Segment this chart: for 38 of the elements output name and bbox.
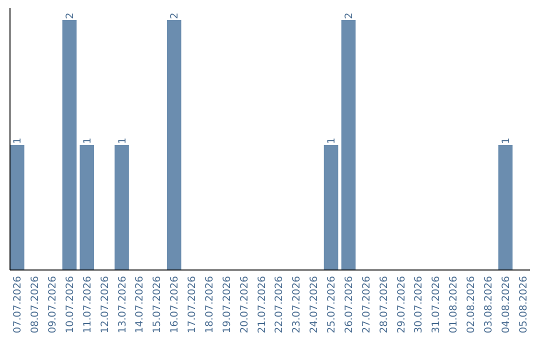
data-label: 1 bbox=[326, 138, 338, 144]
x-tick-label: 03.08.2026 bbox=[483, 276, 494, 334]
x-tick-label: 07.07.2026 bbox=[12, 276, 24, 334]
x-tick-label: 12.07.2026 bbox=[100, 276, 111, 334]
x-tick-label: 19.07.2026 bbox=[222, 276, 233, 334]
x-tick-label: 23.07.2026 bbox=[292, 276, 303, 334]
x-tick-label: 13.07.2026 bbox=[117, 276, 128, 334]
x-tick-label: 18.07.2026 bbox=[204, 276, 216, 334]
x-tick-label: 31.07.2026 bbox=[431, 276, 442, 334]
data-label: 1 bbox=[82, 138, 94, 144]
x-tick-label: 09.07.2026 bbox=[48, 276, 59, 334]
x-tick-label: 30.07.2026 bbox=[414, 276, 425, 334]
x-tick-label: 10.07.2026 bbox=[64, 276, 76, 334]
x-tick-label: 01.08.2026 bbox=[448, 276, 460, 334]
x-tick-label: 25.07.2026 bbox=[326, 276, 338, 334]
data-label: 2 bbox=[344, 12, 355, 19]
x-tick-label: 27.07.2026 bbox=[361, 276, 372, 334]
x-tick-label: 17.07.2026 bbox=[187, 276, 198, 334]
x-tick-label: 16.07.2026 bbox=[170, 276, 181, 334]
x-tick-label: 21.07.2026 bbox=[256, 276, 268, 334]
data-label: 1 bbox=[117, 138, 128, 144]
x-tick-label: 22.07.2026 bbox=[274, 276, 286, 334]
x-tick-label: 02.08.2026 bbox=[466, 276, 478, 334]
x-tick-label: 29.07.2026 bbox=[396, 276, 408, 334]
x-tick-label: 26.07.2026 bbox=[344, 276, 355, 334]
x-tick-label: 20.07.2026 bbox=[239, 276, 250, 334]
data-label: 1 bbox=[500, 138, 512, 144]
data-label: 1 bbox=[12, 138, 24, 144]
x-tick-label: 24.07.2026 bbox=[309, 276, 320, 334]
data-label: 2 bbox=[170, 12, 181, 19]
x-tick-label: 15.07.2026 bbox=[152, 276, 164, 334]
x-tick-label: 05.08.2026 bbox=[518, 276, 530, 334]
x-tick-label: 11.07.2026 bbox=[82, 276, 94, 334]
x-tick-label: 14.07.2026 bbox=[134, 276, 146, 334]
x-tick-label: 04.08.2026 bbox=[500, 276, 512, 334]
x-tick-label: 28.07.2026 bbox=[378, 276, 390, 334]
data-label: 2 bbox=[64, 12, 76, 19]
x-tick-label: 08.07.2026 bbox=[30, 276, 42, 334]
